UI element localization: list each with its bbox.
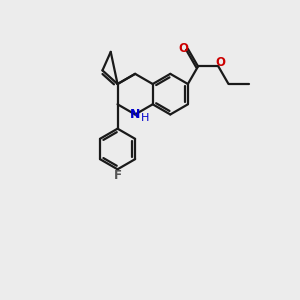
Text: O: O <box>179 42 189 55</box>
Text: H: H <box>141 112 149 122</box>
Text: O: O <box>215 56 225 69</box>
Text: F: F <box>113 169 122 182</box>
Text: N: N <box>130 108 140 121</box>
